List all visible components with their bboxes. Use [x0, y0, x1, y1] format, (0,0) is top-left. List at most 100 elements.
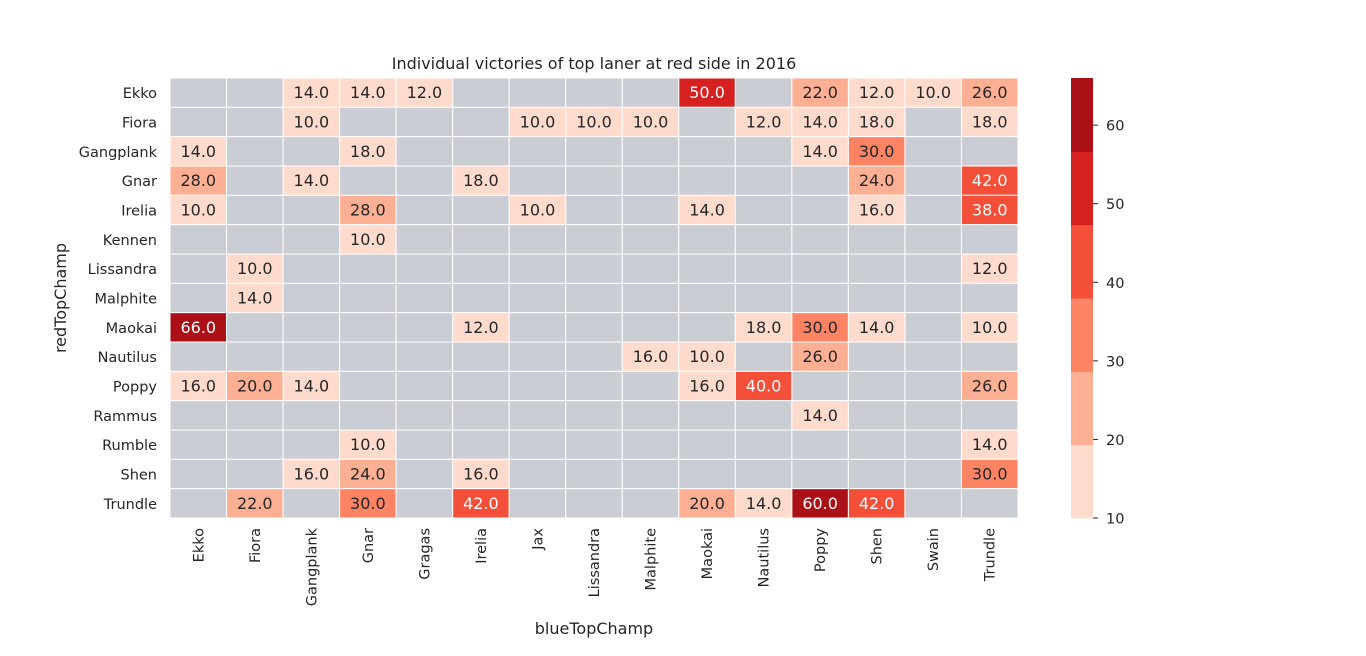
colorbar-tick-label: 50 [1106, 197, 1124, 213]
x-tick-label: Poppy [813, 528, 829, 573]
heatmap-cell [621, 370, 680, 402]
heatmap-cell [339, 282, 397, 314]
heatmap-cell [452, 429, 510, 460]
heatmap-cell [565, 312, 623, 343]
heatmap-cell [904, 312, 962, 343]
heatmap-cell [508, 458, 567, 490]
heatmap-cell [565, 282, 623, 314]
cell-value-label: 14.0 [746, 494, 782, 513]
heatmap-cell [395, 400, 454, 431]
x-tick-label: Malphite [644, 528, 660, 591]
colorbar-tick-label: 30 [1106, 354, 1124, 370]
heatmap-cell [565, 136, 623, 167]
heatmap-cell [791, 224, 849, 255]
heatmap-cell [565, 253, 623, 284]
cell-value-label: 40.0 [746, 377, 782, 396]
heatmap-cell [904, 341, 962, 372]
y-tick-label: Shen [120, 468, 157, 484]
heatmap-cell [452, 165, 510, 196]
heatmap-cell [621, 77, 680, 108]
cell-value-label: 28.0 [180, 171, 216, 190]
heatmap-cell [734, 400, 793, 431]
heatmap-cell [395, 106, 454, 138]
heatmap-cell [226, 165, 284, 196]
heatmap-cell [904, 224, 962, 255]
heatmap-cell [621, 282, 680, 314]
heatmap-cell [508, 106, 567, 138]
heatmap-cell [791, 429, 849, 460]
heatmap-cell [282, 165, 341, 196]
heatmap-cell [847, 253, 906, 284]
heatmap-cell [734, 194, 793, 226]
heatmap-cell [452, 194, 510, 226]
heatmap-cell [395, 224, 454, 255]
cell-value-label: 10.0 [520, 201, 556, 220]
heatmap-cell [169, 370, 228, 402]
heatmap-cell [734, 165, 793, 196]
cell-value-label: 10.0 [350, 435, 386, 454]
heatmap-cell [904, 429, 962, 460]
heatmap-cell [282, 194, 341, 226]
heatmap-cell [226, 458, 284, 490]
heatmap-cell [452, 458, 510, 490]
cell-value-label: 10.0 [915, 83, 951, 102]
heatmap-cell [508, 370, 567, 402]
heatmap-cell [678, 106, 736, 138]
cell-value-label: 14.0 [180, 142, 216, 161]
cell-value-label: 14.0 [802, 142, 838, 161]
heatmap-cell [339, 194, 397, 226]
cell-value-label: 14.0 [350, 83, 386, 102]
x-axis-ticks: Ekko Fiora Gangplank Gnar Gragas Irelia Jax Lis… [191, 527, 998, 606]
colorbar: 10 20 30 40 50 60 [1071, 78, 1124, 528]
heatmap-cell [847, 429, 906, 460]
heatmap-cell [169, 106, 228, 138]
cell-value-label: 10.0 [237, 259, 273, 278]
heatmap-cell [678, 370, 736, 402]
heatmap-cell [282, 253, 341, 284]
heatmap-cell [452, 400, 510, 431]
heatmap-cell [904, 136, 962, 167]
heatmap-cell [904, 370, 962, 402]
heatmap-cell [621, 194, 680, 226]
colorbar-segment [1071, 444, 1093, 519]
heatmap-cell [226, 312, 284, 343]
heatmap-cell [678, 136, 736, 167]
cell-value-label: 60.0 [802, 494, 838, 513]
heatmap-cell [960, 400, 1019, 431]
heatmap-cell [678, 458, 736, 490]
y-tick-label: Fiora [122, 116, 157, 132]
cell-value-label: 38.0 [972, 201, 1008, 220]
heatmap-cell [169, 429, 228, 460]
heatmap-cell [226, 106, 284, 138]
heatmap-cell [282, 77, 341, 108]
y-tick-label: Poppy [113, 380, 158, 396]
heatmap-cell [452, 370, 510, 402]
y-tick-label: Lissandra [88, 262, 157, 278]
heatmap-cell [339, 488, 397, 519]
heatmap-cell [791, 136, 849, 167]
heatmap-cell [847, 77, 906, 108]
heatmap-cell [791, 106, 849, 138]
heatmap-cell [734, 341, 793, 372]
heatmap-cell [621, 429, 680, 460]
cell-value-label: 42.0 [463, 494, 499, 513]
colorbar-tick-label: 10 [1106, 512, 1124, 528]
heatmap-cell [452, 341, 510, 372]
heatmap-cell [508, 224, 567, 255]
heatmap-cell [339, 165, 397, 196]
heatmap-cell [621, 253, 680, 284]
heatmap-cell [621, 106, 680, 138]
y-axis-ticks: Ekko Fiora Gangplank Gnar Irelia Kennen Lissan… [79, 86, 158, 513]
heatmap-cell [960, 224, 1019, 255]
cell-value-label: 18.0 [350, 142, 386, 161]
cell-value-label: 10.0 [972, 318, 1008, 337]
heatmap-cell [904, 194, 962, 226]
heatmap-cells: 14.0 14.0 12.0 50.0 22.0 12.0 10.0 26.0 10.0 10.0… [169, 77, 1019, 519]
colorbar-segment [1071, 371, 1093, 446]
heatmap-cell [734, 282, 793, 314]
cell-value-label: 10.0 [689, 347, 725, 366]
colorbar-tick-label: 40 [1106, 276, 1124, 292]
cell-value-label: 16.0 [463, 465, 499, 484]
heatmap-cell [339, 370, 397, 402]
heatmap-cell [169, 341, 228, 372]
